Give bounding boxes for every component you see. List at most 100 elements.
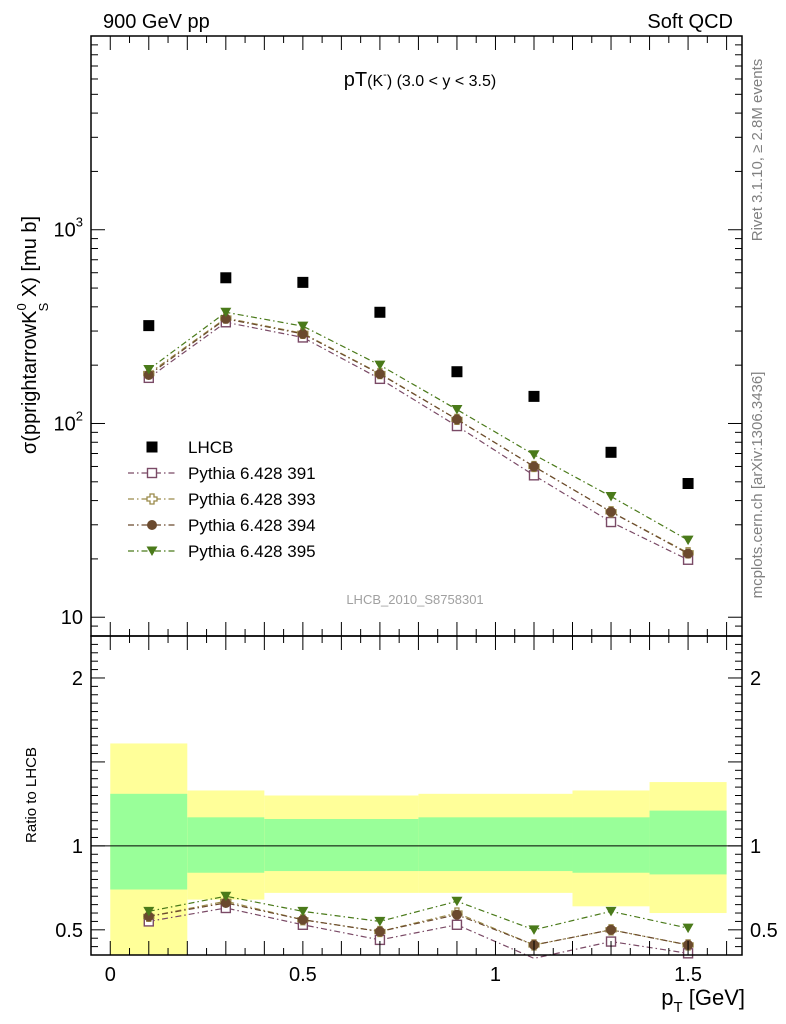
main-point-s1-6	[605, 516, 617, 528]
legend-marker-3	[147, 520, 157, 530]
inner-band-2	[264, 819, 419, 872]
legend-marker-0	[146, 441, 158, 453]
main-point-s0-4	[451, 366, 463, 378]
main-point-s0-6	[605, 446, 617, 458]
main-point-s4-1	[220, 307, 232, 318]
main-point-s0-0	[143, 320, 155, 332]
x-axis-label: pT [GeV]	[661, 985, 745, 1016]
main-point-s1-5	[528, 470, 540, 481]
legend-label-4: Pythia 6.428 395	[188, 542, 316, 561]
ratio-xtick-label-2: 1	[490, 964, 501, 986]
ratio-series-line-2	[148, 902, 689, 946]
ratio-point-s3-3	[374, 916, 386, 927]
main-point-s4-7	[682, 535, 694, 546]
ratio-point-s3-6	[605, 906, 617, 917]
main-series-line-3	[148, 318, 689, 555]
ratio-point-s2-0	[143, 911, 154, 922]
ratio-ytick-label-left-0: 0.5	[55, 920, 83, 942]
ratio-point-s3-1	[220, 891, 232, 902]
inner-band-4	[572, 817, 650, 873]
mcplots-side-label: mcplots.cern.ch [arXiv:1306.3436]	[749, 372, 766, 599]
ratio-ytick-label-right-1: 1	[750, 836, 761, 858]
ratio-point-s3-5	[528, 925, 540, 935]
main-point-s3-7	[683, 548, 694, 559]
main-point-s0-1	[220, 272, 232, 284]
header-right: Soft QCD	[647, 11, 733, 33]
main-series-line-4	[148, 311, 689, 541]
legend-label-1: Pythia 6.428 391	[188, 464, 316, 483]
main-point-s3-4	[451, 414, 462, 425]
ylabel-main: σ(pprightarrowK	[19, 310, 41, 454]
xlabel-tail: [GeV]	[683, 985, 745, 1010]
main-point-s4-0	[143, 364, 155, 375]
main-point-s3-1	[220, 313, 231, 324]
plot-title: pT(K-) (3.0 < y < 3.5)	[344, 69, 496, 91]
main-point-s4-2	[297, 321, 309, 332]
legend-marker-1	[146, 467, 158, 479]
legend-label-0: LHCB	[188, 438, 233, 457]
rivet-side-label: Rivet 3.1.10, ≥ 2.8M events	[749, 59, 766, 242]
ratio-point-s3-4	[451, 896, 463, 907]
ylabel-sup: 0	[14, 303, 29, 310]
ratio-ytick-label-right-2: 2	[750, 668, 761, 690]
main-point-s0-2	[297, 276, 309, 288]
ratio-xtick-label-0: 0	[105, 964, 116, 986]
ratio-xtick-label-3: 1.5	[674, 964, 702, 986]
main-ytick-base: 10	[54, 220, 76, 242]
ylabel-sub: S	[36, 302, 51, 311]
main-point-s3-0	[143, 369, 154, 380]
legend: LHCB Pythia 6.428 391 Pythia 6.428 393 Pyth…	[128, 438, 316, 561]
main-ylabel: σ(pprightarrowK0 S X) [mu b]	[14, 216, 51, 454]
legend-marker-4	[146, 546, 158, 556]
main-point-s3-5	[528, 461, 539, 472]
main-point-s0-5	[528, 390, 540, 402]
xlabel-main: p	[661, 985, 673, 1010]
main-ytick-exp: 2	[76, 408, 83, 423]
header-left: 900 GeV pp	[103, 11, 210, 33]
ratio-point-s3-7	[682, 923, 694, 934]
ratio-series-line-0	[148, 907, 689, 959]
title-sup: -	[383, 69, 387, 81]
ylabel-tail: X) [mu b]	[19, 216, 41, 303]
main-series-line-1	[148, 321, 689, 561]
main-point-s4-4	[451, 405, 463, 415]
title-tail: ) (3.0 < y < 3.5)	[387, 73, 496, 90]
ratio-point-s3-2	[297, 906, 309, 917]
ratio-point-s2-1	[220, 897, 231, 908]
ratio-ylabel: Ratio to LHCB	[23, 747, 40, 843]
legend-marker-2	[146, 493, 158, 505]
inner-band-1	[187, 817, 265, 873]
main-point-s0-3	[374, 306, 386, 318]
title-sub: (K	[367, 73, 383, 90]
main-point-s3-3	[374, 369, 385, 380]
main-ytick-base: 10	[54, 413, 76, 435]
ratio-panel: 0 0.5 1 1.5 0.5 0.5 1 1 2 2	[55, 635, 778, 986]
ratio-point-s2-6	[606, 924, 617, 935]
ratio-point-s2-2	[297, 914, 308, 925]
inner-band-3	[418, 817, 573, 872]
main-ytick-label-2: 103	[54, 215, 83, 242]
main-point-s3-2	[297, 328, 308, 339]
inner-band-0	[110, 793, 188, 890]
main-point-s3-6	[606, 506, 617, 517]
title-main: pT	[344, 69, 367, 91]
main-point-s0-7	[682, 478, 694, 490]
ratio-point-s3-0	[143, 906, 155, 917]
main-ytick-exp: 3	[76, 215, 83, 230]
main-point-s4-6	[605, 491, 617, 502]
ratio-xtick-label-1: 0.5	[289, 964, 317, 986]
ratio-series-line-3	[148, 895, 689, 931]
ratio-point-s2-3	[374, 926, 385, 937]
main-ytick-label-0: 10	[61, 607, 83, 629]
legend-label-3: Pythia 6.428 394	[188, 516, 316, 535]
legend-label-2: Pythia 6.428 393	[188, 490, 316, 509]
main-ytick-label-1: 102	[54, 408, 83, 435]
ratio-point-s2-4	[451, 909, 462, 920]
inner-band-5	[649, 810, 727, 875]
ratio-ytick-label-right-0: 0.5	[750, 920, 778, 942]
ratio-point-s0-4	[451, 919, 463, 930]
main-point-s4-3	[374, 360, 386, 371]
ratio-ytick-label-left-1: 1	[72, 836, 83, 858]
analysis-id: LHCB_2010_S8758301	[346, 592, 483, 607]
